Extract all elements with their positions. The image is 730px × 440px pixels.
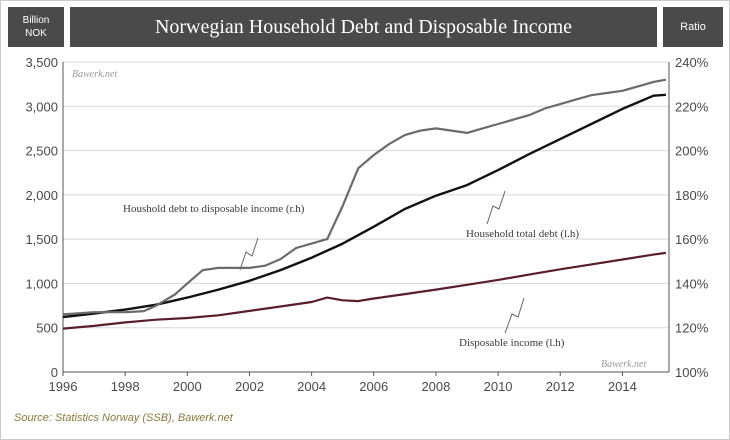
- annotation-debt-label: Household total debt (l.h): [466, 228, 579, 240]
- right-y-tick-label: 200%: [675, 144, 709, 159]
- annotation-income-label: Disposable income (l.h): [459, 337, 565, 349]
- x-tick-label: 2004: [297, 379, 326, 394]
- left-y-tick-label: 2,500: [25, 144, 58, 159]
- annotation-income: Disposable income (l.h): [459, 297, 565, 349]
- left-y-tick-label: 2,000: [25, 188, 58, 203]
- watermark-bottom: Bawerk.net: [601, 359, 646, 370]
- x-tick-label: 2010: [484, 379, 513, 394]
- left-y-tick-label: 3,000: [25, 99, 58, 114]
- right-y-tick-label: 160%: [675, 232, 709, 247]
- series-lines: [62, 78, 667, 330]
- left-unit-line2: NOK: [25, 28, 47, 39]
- series-household-total-debt: [62, 93, 666, 319]
- annotation-debt: Household total debt (l.h): [466, 190, 579, 240]
- right-axis-unit-header: Ratio: [663, 7, 723, 47]
- x-tick-label: 2008: [421, 379, 450, 394]
- x-tick-label: 2000: [173, 379, 202, 394]
- grid-lines: [63, 61, 669, 329]
- right-y-tick-label: 120%: [675, 321, 709, 336]
- annotation-ratio-leader: [239, 237, 259, 271]
- right-y-tick-label: 140%: [675, 276, 709, 291]
- right-y-tick-label: 240%: [675, 55, 709, 70]
- annotation-income-leader: [504, 297, 525, 334]
- left-y-tick-label: 500: [36, 321, 58, 336]
- axes: [62, 62, 670, 373]
- tick-labels: 0 500 1,000 1,500 2,000 2,500 3,000 3,500 100% 12…: [25, 55, 708, 394]
- x-tick-label: 1998: [111, 379, 140, 394]
- source-note: Source: Statistics Norway (SSB), Bawerk.…: [14, 412, 233, 424]
- right-y-tick-label: 100%: [675, 365, 709, 380]
- left-axis-unit-header: Billion NOK: [8, 7, 64, 47]
- right-y-tick-label: 180%: [675, 188, 709, 203]
- left-y-tick-label: 1,500: [25, 232, 58, 247]
- series-disposable-income: [62, 251, 667, 330]
- left-y-tick-label: 1,000: [25, 276, 58, 291]
- series-debt-to-income-ratio: [62, 78, 667, 316]
- watermark-top: Bawerk.net: [72, 69, 117, 80]
- x-tick-label: 2014: [608, 379, 637, 394]
- x-tick-label: 2006: [359, 379, 388, 394]
- annotation-debt-leader: [486, 190, 506, 225]
- annotation-ratio: Houshold debt to disposable income (r.h): [123, 203, 305, 271]
- x-tick-label: 2002: [235, 379, 264, 394]
- left-unit-line1: Billion: [22, 15, 50, 26]
- chart-title: Norwegian Household Debt and Disposable …: [70, 7, 657, 47]
- left-y-tick-label: 3,500: [25, 55, 58, 70]
- x-tick-label: 1996: [49, 379, 78, 394]
- annotation-ratio-label: Houshold debt to disposable income (r.h): [123, 203, 305, 215]
- x-tick-label: 2012: [546, 379, 575, 394]
- left-y-tick-label: 0: [51, 365, 58, 380]
- right-y-tick-label: 220%: [675, 99, 709, 114]
